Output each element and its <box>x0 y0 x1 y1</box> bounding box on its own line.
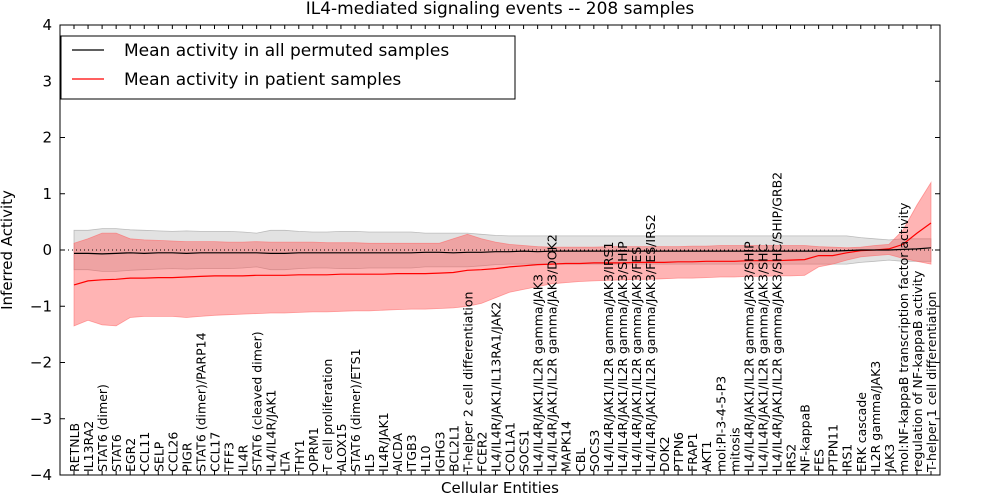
x-tick-labels: RETNLB IL13RA2 STAT6 (dimer) STAT6 EGR2 CCL11… <box>67 25 939 475</box>
x-tick-label: LTA <box>278 451 293 472</box>
x-tick-label: NF-kappaB <box>798 404 813 472</box>
x-tick-label: ALOX15 <box>334 423 349 472</box>
x-tick-label: CCL11 <box>137 432 152 472</box>
x-tick-label: T-helper 1 cell differentiation <box>924 292 939 473</box>
x-tick-label: BCL2L1 <box>446 425 461 472</box>
x-tick-label: CCL17 <box>208 432 223 472</box>
x-tick-label: IL5 <box>362 453 377 472</box>
x-tick-label: IL4R/JAK1 <box>376 412 391 472</box>
x-tick-label: IL4/IL4R/JAK1 <box>264 390 279 472</box>
x-tick-label: EGR2 <box>123 438 138 472</box>
x-tick-label: IL4R <box>236 444 251 472</box>
x-tick-label: T-helper 2 cell differentiation <box>460 292 475 473</box>
x-tick-label: IGHG3 <box>432 432 447 472</box>
x-tick-label: ITGB3 <box>404 434 419 472</box>
x-tick-label: TFF3 <box>222 442 237 473</box>
x-tick-label: STAT6 (dimer)/ETS1 <box>348 348 363 472</box>
y-tick-label: −4 <box>30 466 52 484</box>
y-tick-label: 3 <box>42 72 52 90</box>
x-tick-label: IRS2 <box>784 444 799 472</box>
chart-title: IL4-mediated signaling events -- 208 sam… <box>306 0 695 19</box>
x-tick-label: OPRM1 <box>306 427 321 472</box>
x-tick-label: IL4/IL4R/JAK1/IL2R gamma/JAK3 <box>531 274 546 472</box>
line-series-1 <box>73 222 932 286</box>
x-tick-label: FCER2 <box>474 432 489 472</box>
y-tick-label: 0 <box>42 241 52 259</box>
x-tick-label: mol:NF-kappaB transcription factor activ… <box>896 202 911 472</box>
x-tick-label: IL13RA2 <box>81 421 96 472</box>
x-tick-label: STAT6 (cleaved dimer) <box>250 331 265 472</box>
y-tick-label: 4 <box>42 16 52 34</box>
x-tick-label: IL4/IL4R/JAK1/IL2R gamma/JAK3/SHIP <box>615 241 630 472</box>
legend-box <box>60 35 516 100</box>
x-tick-label: PTPN11 <box>826 424 841 472</box>
legend-label-patient: Mean activity in patient samples <box>124 70 401 90</box>
line-series-0 <box>74 247 932 255</box>
x-tick-label: RETNLB <box>67 423 82 472</box>
x-tick-label: STAT6 <box>109 434 124 472</box>
x-tick-label: SOCS1 <box>517 430 532 472</box>
x-tick-label: PTPN6 <box>671 432 686 472</box>
x-tick-label: STAT6 (dimer) <box>95 384 110 472</box>
x-tick-label: DOK2 <box>657 436 672 472</box>
x-tick-label: FRAP1 <box>685 433 700 472</box>
x-tick-label: COL1A1 <box>503 422 518 472</box>
x-axis-label: Cellular Entities <box>441 479 559 497</box>
x-tick-label: IL4/IL4R/JAK1/IL2R gamma/JAK3/SHC/SHIP/G… <box>770 172 785 472</box>
series-lines <box>73 222 932 286</box>
x-tick-label: mol:PI-3-4-5-P3 <box>713 376 728 472</box>
x-tick-label: CCL26 <box>165 432 180 472</box>
x-tick-label: IL4/IL4R/JAK1/IL2R gamma/JAK3/FES <box>629 247 644 472</box>
x-tick-label: AKT1 <box>699 441 714 472</box>
x-tick-label: AICDA <box>390 433 405 472</box>
x-tick-label: SELP <box>151 441 166 472</box>
x-tick-label: IL4/IL4R/JAK1/IL2R gamma/JAK3/DOK2 <box>545 234 560 472</box>
y-tick-label: −2 <box>30 354 52 372</box>
x-tick-label: regulation of NF-kappaB activity <box>910 270 925 472</box>
y-tick-label: −1 <box>30 297 52 315</box>
x-tick-label: STAT6 (dimer)/PARP14 <box>193 332 208 472</box>
x-tick-label: IL4/IL4R/JAK1/IL13RA1/JAK2 <box>489 302 504 472</box>
legend-label-permuted: Mean activity in all permuted samples <box>124 41 449 61</box>
x-tick-label: mitosis <box>727 427 742 472</box>
x-tick-label: PIGR <box>179 442 194 472</box>
x-tick-label: IL4/IL4R/JAK1/IL2R gamma/JAK3/FES/IRS2 <box>643 214 658 472</box>
x-tick-label: ERK cascade <box>854 392 869 472</box>
x-tick-label: JAK3 <box>882 444 897 473</box>
x-tick-label: IL10 <box>418 445 433 472</box>
legend: Mean activity in all permuted samples Me… <box>60 35 516 100</box>
x-tick-label: IL4/IL4R/JAK1/IL2R gamma/JAK3/IRS1 <box>601 242 616 472</box>
x-tick-label: IL2R gamma/JAK3 <box>868 361 883 472</box>
x-tick-label: IRS1 <box>840 444 855 472</box>
band-series-1 <box>73 181 932 327</box>
x-tick-label: FES <box>812 449 827 472</box>
x-tick-label: MAPK14 <box>559 421 574 472</box>
x-tick-label: T cell proliferation <box>320 359 335 473</box>
x-tick-label: IL4/IL4R/JAK1/IL2R gamma/JAK3/SHIP <box>741 241 756 472</box>
y-axis-label: Inferred Activity <box>0 190 16 310</box>
x-tick-label: CBL <box>573 448 588 472</box>
y-axis-ticks: −4 −3 −2 −1 0 1 2 3 4 <box>30 16 940 484</box>
y-tick-label: 2 <box>42 129 52 147</box>
y-tick-label: 1 <box>42 185 52 203</box>
x-tick-label: IL4/IL4R/JAK1/IL2R gamma/JAK3/SHC <box>755 244 770 472</box>
y-tick-label: −3 <box>30 410 52 428</box>
x-tick-label: THY1 <box>292 439 307 473</box>
x-tick-label: SOCS3 <box>587 430 602 472</box>
